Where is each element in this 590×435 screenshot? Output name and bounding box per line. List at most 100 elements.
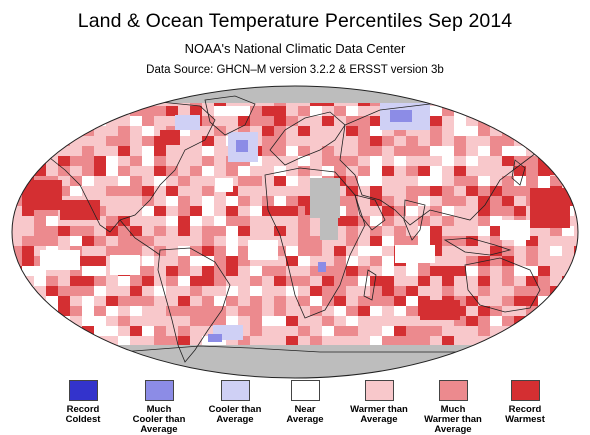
percentile-cell <box>466 116 478 126</box>
percentile-cell <box>298 286 310 296</box>
percentile-cell <box>142 266 154 276</box>
percentile-cell <box>274 316 286 326</box>
percentile-cell <box>358 136 370 146</box>
percentile-cell <box>346 196 358 206</box>
cooler-area <box>175 115 200 130</box>
percentile-cell <box>574 376 578 378</box>
percentile-cell <box>34 106 46 116</box>
legend-item: Record Warmest <box>480 380 570 425</box>
percentile-cell <box>130 116 142 126</box>
percentile-cell <box>382 306 394 316</box>
percentile-cell <box>94 326 106 336</box>
percentile-cell <box>202 276 214 286</box>
percentile-cell <box>430 276 442 286</box>
percentile-cell <box>70 186 82 196</box>
near-average-area <box>40 250 80 270</box>
percentile-cell <box>454 116 466 126</box>
percentile-cell <box>478 216 490 226</box>
percentile-cell <box>82 246 94 256</box>
percentile-cell <box>22 256 34 266</box>
percentile-cell <box>106 316 118 326</box>
europe-outline <box>269 111 346 166</box>
percentile-cell <box>406 286 418 296</box>
percentile-cell <box>562 336 574 346</box>
percentile-cell <box>358 246 370 256</box>
percentile-cell <box>514 256 526 266</box>
percentile-cell <box>538 346 550 356</box>
percentile-cell <box>454 336 466 346</box>
percentile-cell <box>502 336 514 346</box>
percentile-cell <box>130 146 142 156</box>
percentile-cell <box>22 146 34 156</box>
percentile-cell <box>442 176 454 186</box>
percentile-cell <box>478 356 490 366</box>
percentile-cell <box>526 316 538 326</box>
percentile-cell <box>286 196 298 206</box>
percentile-cell <box>190 296 202 306</box>
percentile-cell <box>286 306 298 316</box>
percentile-cell <box>346 156 358 166</box>
percentile-cell <box>286 176 298 186</box>
percentile-cell <box>214 106 226 116</box>
legend-label: Record Coldest <box>38 405 128 425</box>
percentile-cell <box>550 256 562 266</box>
record-warm-area <box>420 300 460 320</box>
percentile-cell <box>466 96 478 106</box>
percentile-cell <box>46 226 58 236</box>
percentile-cell <box>106 216 118 226</box>
percentile-cell <box>358 336 370 346</box>
percentile-cell <box>406 166 418 176</box>
percentile-cell <box>538 246 550 256</box>
percentile-cell <box>190 266 202 276</box>
percentile-cell <box>106 186 118 196</box>
percentile-cell <box>154 106 166 116</box>
percentile-cell <box>202 166 214 176</box>
percentile-cell <box>466 216 478 226</box>
percentile-cell <box>166 206 178 216</box>
percentile-cell <box>394 226 406 236</box>
percentile-cell <box>190 106 202 116</box>
percentile-cell <box>346 256 358 266</box>
percentile-cell <box>310 306 322 316</box>
percentile-cell <box>526 306 538 316</box>
percentile-cell <box>310 166 322 176</box>
percentile-cell <box>12 136 22 146</box>
percentile-cell <box>250 186 262 196</box>
percentile-cell <box>274 226 286 236</box>
percentile-cell <box>142 126 154 136</box>
percentile-cell <box>190 276 202 286</box>
percentile-cell <box>430 236 442 246</box>
percentile-cell <box>154 206 166 216</box>
percentile-cell <box>574 276 578 286</box>
percentile-cell <box>190 126 202 136</box>
percentile-cell <box>82 346 94 356</box>
percentile-cell <box>262 286 274 296</box>
percentile-cell <box>154 256 166 266</box>
percentile-cell <box>550 306 562 316</box>
percentile-cell <box>346 306 358 316</box>
percentile-cell <box>214 246 226 256</box>
record-warm-area <box>60 200 100 220</box>
percentile-cell <box>34 236 46 246</box>
percentile-cell <box>478 236 490 246</box>
percentile-cell <box>58 316 70 326</box>
percentile-cell <box>22 316 34 326</box>
percentile-cell <box>322 286 334 296</box>
percentile-cell <box>322 146 334 156</box>
percentile-cell <box>94 96 106 106</box>
percentile-cell <box>118 206 130 216</box>
percentile-cell <box>334 166 346 176</box>
no-data-area <box>12 86 578 103</box>
percentile-cell <box>454 266 466 276</box>
percentile-cell <box>22 376 34 378</box>
percentile-cell <box>514 196 526 206</box>
near-average-area <box>215 178 233 192</box>
percentile-cell <box>514 276 526 286</box>
percentile-cell <box>430 106 442 116</box>
percentile-cell <box>562 236 574 246</box>
percentile-cell <box>286 116 298 126</box>
percentile-cell <box>514 306 526 316</box>
percentile-cell <box>142 276 154 286</box>
percentile-cell <box>94 256 106 266</box>
percentile-cell <box>502 176 514 186</box>
